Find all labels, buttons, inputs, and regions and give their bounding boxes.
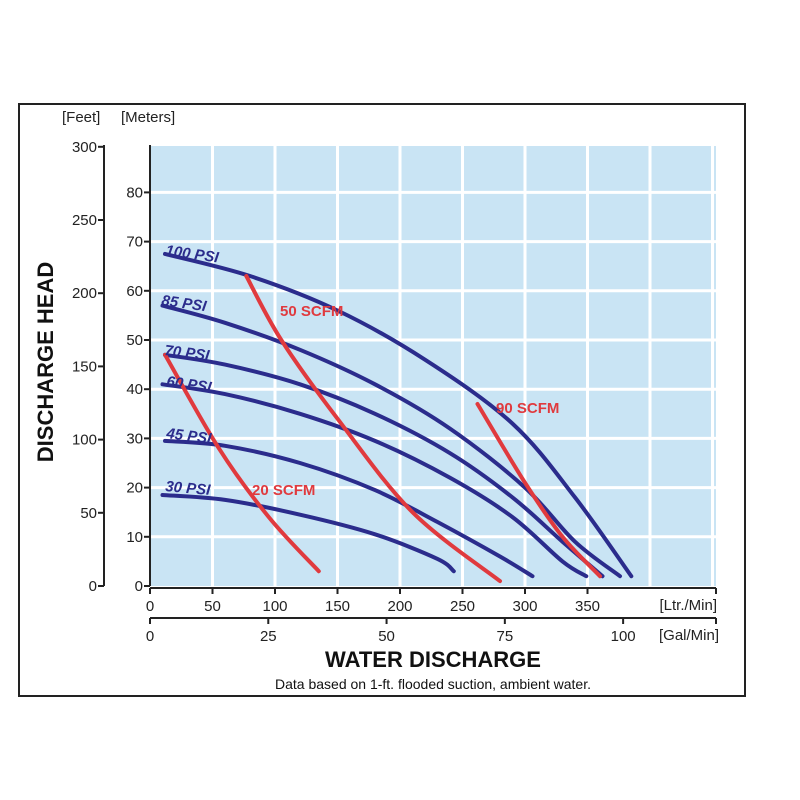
psi-curve — [160, 493, 456, 574]
feet-tick-label: 0 — [89, 578, 97, 595]
meters-unit-label: [Meters] — [121, 109, 175, 126]
meters-tick-label: 20 — [126, 480, 143, 497]
meters-tick-label: 30 — [126, 430, 143, 447]
x-axis-title: WATER DISCHARGE — [325, 647, 541, 672]
y-axis-title: DISCHARGE HEAD — [33, 262, 58, 462]
feet-unit-label: [Feet] — [62, 109, 100, 126]
psi-curve — [160, 303, 622, 579]
gal-unit-label: [Gal/Min] — [659, 627, 719, 644]
meters-tick-label: 0 — [135, 578, 143, 595]
psi-curve — [163, 352, 605, 579]
scfm-curve-label: 90 SCFM — [496, 400, 559, 417]
meters-tick-label: 80 — [126, 184, 143, 201]
psi-curve-label: 30 PSI — [165, 478, 212, 499]
gal-tick-label: 100 — [611, 628, 636, 645]
feet-tick-label: 150 — [72, 358, 97, 375]
gal-tick-label: 50 — [378, 628, 395, 645]
series — [160, 251, 634, 584]
gal-tick-label: 0 — [146, 628, 154, 645]
gal-tick-label: 25 — [260, 628, 277, 645]
scfm-curve — [244, 274, 502, 584]
ltr-tick-label: 100 — [262, 598, 287, 615]
meters-tick-label: 10 — [126, 529, 143, 546]
psi-curve-label: 60 PSI — [165, 373, 213, 396]
meters-tick-label: 50 — [126, 332, 143, 349]
feet-tick-label: 200 — [72, 285, 97, 302]
ltr-tick-label: 150 — [325, 598, 350, 615]
psi-curve — [163, 251, 634, 579]
ltr-unit-label: [Ltr./Min] — [659, 597, 717, 614]
scfm-curve — [475, 402, 602, 579]
scfm-curve-label: 20 SCFM — [252, 482, 315, 499]
feet-tick-label: 300 — [72, 139, 97, 156]
gal-tick-label: 75 — [497, 628, 514, 645]
meters-tick-label: 70 — [126, 234, 143, 251]
psi-curve-label: 70 PSI — [164, 342, 212, 364]
feet-tick-label: 100 — [72, 432, 97, 449]
ltr-tick-label: 50 — [204, 598, 221, 615]
psi-curve-label: 85 PSI — [160, 292, 208, 315]
psi-curve-label: 45 PSI — [165, 425, 214, 448]
ltr-tick-label: 350 — [575, 598, 600, 615]
psi-curve — [160, 382, 589, 579]
ltr-tick-label: 200 — [387, 598, 412, 615]
scfm-curve-label: 50 SCFM — [280, 303, 343, 320]
scfm-curve — [163, 352, 321, 574]
feet-tick-label: 250 — [72, 212, 97, 229]
psi-curve — [163, 438, 535, 579]
ltr-tick-label: 300 — [512, 598, 537, 615]
ltr-tick-label: 0 — [146, 598, 154, 615]
meters-tick-label: 60 — [126, 283, 143, 300]
chart-note: Data based on 1-ft. flooded suction, amb… — [275, 676, 591, 692]
feet-tick-label: 50 — [80, 505, 97, 522]
meters-tick-label: 40 — [126, 381, 143, 398]
ltr-tick-label: 250 — [450, 598, 475, 615]
